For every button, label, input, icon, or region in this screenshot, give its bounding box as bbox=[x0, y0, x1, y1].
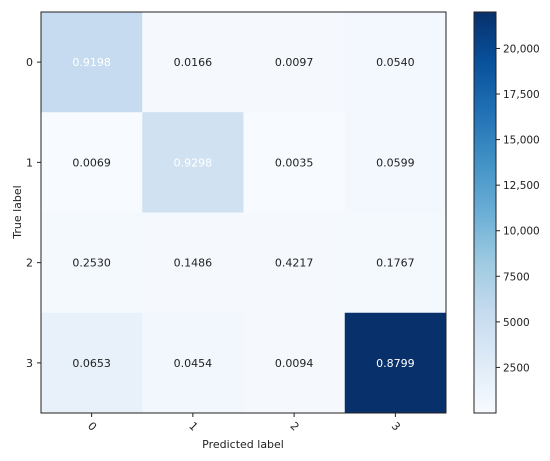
x-axis-ticks: 0 1 2 3 bbox=[85, 413, 403, 434]
heatmap-cell bbox=[142, 212, 244, 314]
cell-value-label: 0.0540 bbox=[376, 56, 415, 69]
x-axis-label: Predicted label bbox=[202, 438, 284, 451]
cell-value-label: 0.0035 bbox=[275, 156, 314, 169]
cell-value-label: 0.0069 bbox=[72, 156, 111, 169]
heatmap-cell bbox=[41, 312, 143, 414]
colorbar-tick-label: 20,000 bbox=[503, 43, 540, 55]
colorbar-tick-label: 5000 bbox=[503, 317, 530, 329]
cell-value-label: 0.4217 bbox=[275, 257, 314, 270]
heatmap-cell bbox=[344, 12, 447, 113]
colorbar-tick-label: 12,500 bbox=[503, 180, 540, 192]
cell-value-label: 0.1486 bbox=[174, 257, 213, 270]
cell-value-label: 0.0097 bbox=[275, 56, 314, 69]
cell-value-label: 0.0653 bbox=[72, 357, 111, 370]
x-tick-label: 2 bbox=[288, 419, 302, 433]
heatmap-cell bbox=[344, 312, 447, 414]
heatmap-cell bbox=[41, 112, 143, 213]
cell-value-label: 0.0599 bbox=[376, 156, 415, 169]
heatmap-cell bbox=[243, 112, 346, 213]
heatmap-cell bbox=[243, 212, 346, 314]
heatmap-cell bbox=[142, 12, 244, 113]
colorbar-tick-label: 15,000 bbox=[503, 135, 540, 147]
y-tick-label: 3 bbox=[26, 357, 33, 370]
cell-value-label: 0.0166 bbox=[174, 56, 213, 69]
colorbar-tick-label: 2500 bbox=[503, 362, 530, 374]
y-tick-label: 0 bbox=[26, 56, 33, 69]
colorbar-tick-label: 10,000 bbox=[503, 226, 540, 238]
cell-value-label: 0.9198 bbox=[72, 56, 111, 69]
cell-value-label: 0.1767 bbox=[376, 257, 415, 270]
heatmap-cells: 0.9198 0.0166 0.0097 0.0540 0.0069 0.9298 0.00… bbox=[41, 12, 447, 414]
y-axis-label: True label bbox=[11, 185, 24, 239]
colorbar-tick-label: 17,500 bbox=[503, 89, 540, 101]
cell-value-label: 0.9298 bbox=[174, 156, 213, 169]
colorbar-tick-label: 7500 bbox=[503, 271, 530, 283]
y-axis-ticks: 0 1 2 3 bbox=[26, 56, 41, 370]
heatmap-cell bbox=[344, 212, 447, 314]
heatmap-cell bbox=[142, 112, 244, 213]
cell-value-label: 0.2530 bbox=[72, 257, 111, 270]
cell-value-label: 0.0454 bbox=[174, 357, 213, 370]
plot-frame bbox=[40, 11, 447, 414]
y-tick-label: 2 bbox=[26, 257, 33, 270]
colorbar bbox=[473, 11, 497, 414]
cell-value-label: 0.8799 bbox=[376, 357, 415, 370]
heatmap-cell bbox=[41, 12, 143, 113]
x-tick-label: 3 bbox=[389, 419, 403, 433]
cell-value-label: 0.0094 bbox=[275, 357, 314, 370]
heatmap-cell bbox=[344, 112, 447, 213]
y-tick-label: 1 bbox=[26, 156, 33, 169]
heatmap-cell bbox=[243, 12, 346, 113]
heatmap-cell bbox=[243, 312, 346, 414]
heatmap-cell bbox=[142, 312, 244, 414]
x-tick-label: 0 bbox=[85, 419, 99, 433]
colorbar-ticks: 2500 5000 7500 10,000 12,500 15,000 17,500 20,0… bbox=[496, 43, 540, 374]
heatmap-cell bbox=[41, 212, 143, 314]
x-tick-label: 1 bbox=[186, 419, 200, 433]
